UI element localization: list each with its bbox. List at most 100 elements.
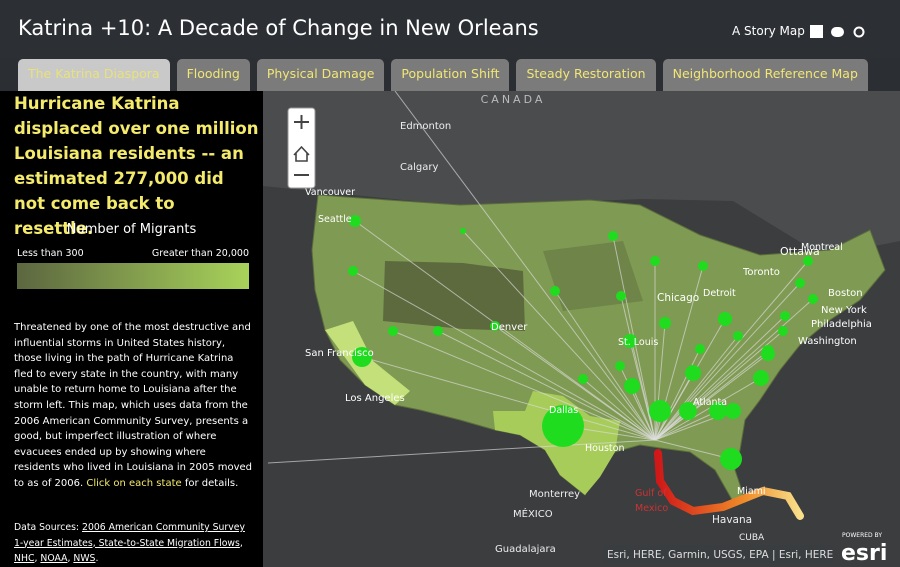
migrant-circle [780,311,790,321]
flow-line [352,270,656,441]
migrant-circle [778,326,788,336]
share-icons[interactable] [810,24,870,40]
source-link[interactable]: NWS [73,553,96,564]
flow-line [654,315,786,441]
separator: . [95,553,99,564]
source-link[interactable]: NHC [14,553,35,564]
migrant-circle [623,334,637,348]
place-label: Miami [737,486,766,497]
place-label: MÉXICO [513,507,553,520]
place-label: Vancouver [305,187,355,198]
flow-line [394,91,656,441]
migrant-circle [685,365,701,381]
place-label: Washington [798,336,857,347]
migrant-circle [753,370,769,386]
place-label: Edmonton [400,121,451,132]
place-label: Calgary [400,162,438,173]
place-label: Montreal [801,242,843,253]
flow-line [654,335,739,441]
migrant-circle [733,331,743,341]
body-end: for details. [184,477,239,489]
place-label: New York [821,305,867,316]
tab[interactable]: Flooding [176,59,250,91]
subtitle: A Story Map [732,24,805,38]
separator: , [34,553,41,564]
flow-line [582,378,656,441]
place-label: Denver [491,322,528,333]
migrant-circle [720,448,742,470]
migrant-circle [718,312,732,326]
source-link[interactable]: 2006 American Community Survey 1-year Es… [14,522,245,549]
sources-label: Data Sources: [14,522,80,533]
tab[interactable]: Physical Damage [256,59,385,91]
tab[interactable]: Population Shift [391,59,510,91]
flow-line [392,330,656,441]
flow-line [629,340,656,441]
link[interactable]: Click on each state [86,477,182,489]
migrant-circle [725,403,741,419]
legend-high: Greater than 20,000 [151,248,249,259]
place-label: Los Angeles [345,393,405,404]
states-dark [383,261,525,331]
sources: Data Sources: 2006 American Community Su… [14,520,254,567]
legend-low: Less than 300 [17,248,84,259]
place-label: Philadelphia [811,319,872,330]
headline: Hurricane Katrina displaced over one mil… [14,94,259,238]
body: Threatened by one of the most destructiv… [14,322,253,489]
separator: , [239,537,243,549]
flow-line [631,385,656,441]
title: Katrina +10: A Decade of Change in New O… [18,16,539,40]
migrant-circle [649,400,671,422]
migrant-circle [615,361,625,371]
flow-line [654,410,719,441]
migrant-circle [608,231,618,241]
tab[interactable]: Neighborhood Reference Map [662,59,868,91]
powered-by: POWERED BY [842,532,882,539]
migrant-circle [542,405,584,447]
migrant-circle [698,261,708,271]
flow-line [354,220,656,441]
flow-line [462,230,656,441]
header: Katrina +10: A Decade of Change in New O… [0,0,900,58]
migrant-circle [616,291,626,301]
place-label: Ottawa [780,245,820,258]
migrant-circle [695,344,705,354]
place-label: CANADA [481,93,546,106]
flow-line [267,439,656,464]
place-label: Guadalajara [495,544,556,555]
zoom-controls[interactable] [287,107,316,189]
migrant-circle [624,378,640,394]
source-link[interactable]: NOAA [40,553,68,564]
migrant-circle [433,326,443,336]
flow-line [654,282,801,441]
map[interactable]: CANADA Edmonton Calgary Vancouver Seattle Ott… [263,91,900,567]
place-label: San Francisco [305,348,374,359]
tab[interactable]: The Katrina Diaspora [18,59,170,91]
flow-line [619,365,656,441]
place-label: Seattle [318,214,352,225]
migrant-circle [460,228,466,234]
flow-line [361,356,656,441]
place-label: Boston [828,288,863,299]
place-label: Mexico [635,503,668,514]
attribution: Esri, HERE, Garmin, USGS, EPA | Esri, HE… [607,549,833,561]
place-label: Atlanta [693,397,727,408]
migrant-circle [490,321,500,331]
migrant-circle [803,256,813,266]
migrant-circle [795,278,805,288]
esri-logo: esri [841,541,887,566]
side-panel: Hurricane Katrina displaced over one mil… [0,91,263,567]
migrant-circle [578,374,588,384]
separator: , [67,553,74,564]
migrant-circle [349,215,361,227]
flow-line [494,325,656,441]
migrant-circle [650,256,660,266]
migrant-circle [348,266,358,276]
migrant-circle [550,286,560,296]
legend-title: Number of Migrants [66,222,197,237]
tab[interactable]: Steady Restoration [516,59,656,91]
migrant-circle [709,402,727,420]
flow-line [654,372,694,441]
flow-line [654,439,732,460]
